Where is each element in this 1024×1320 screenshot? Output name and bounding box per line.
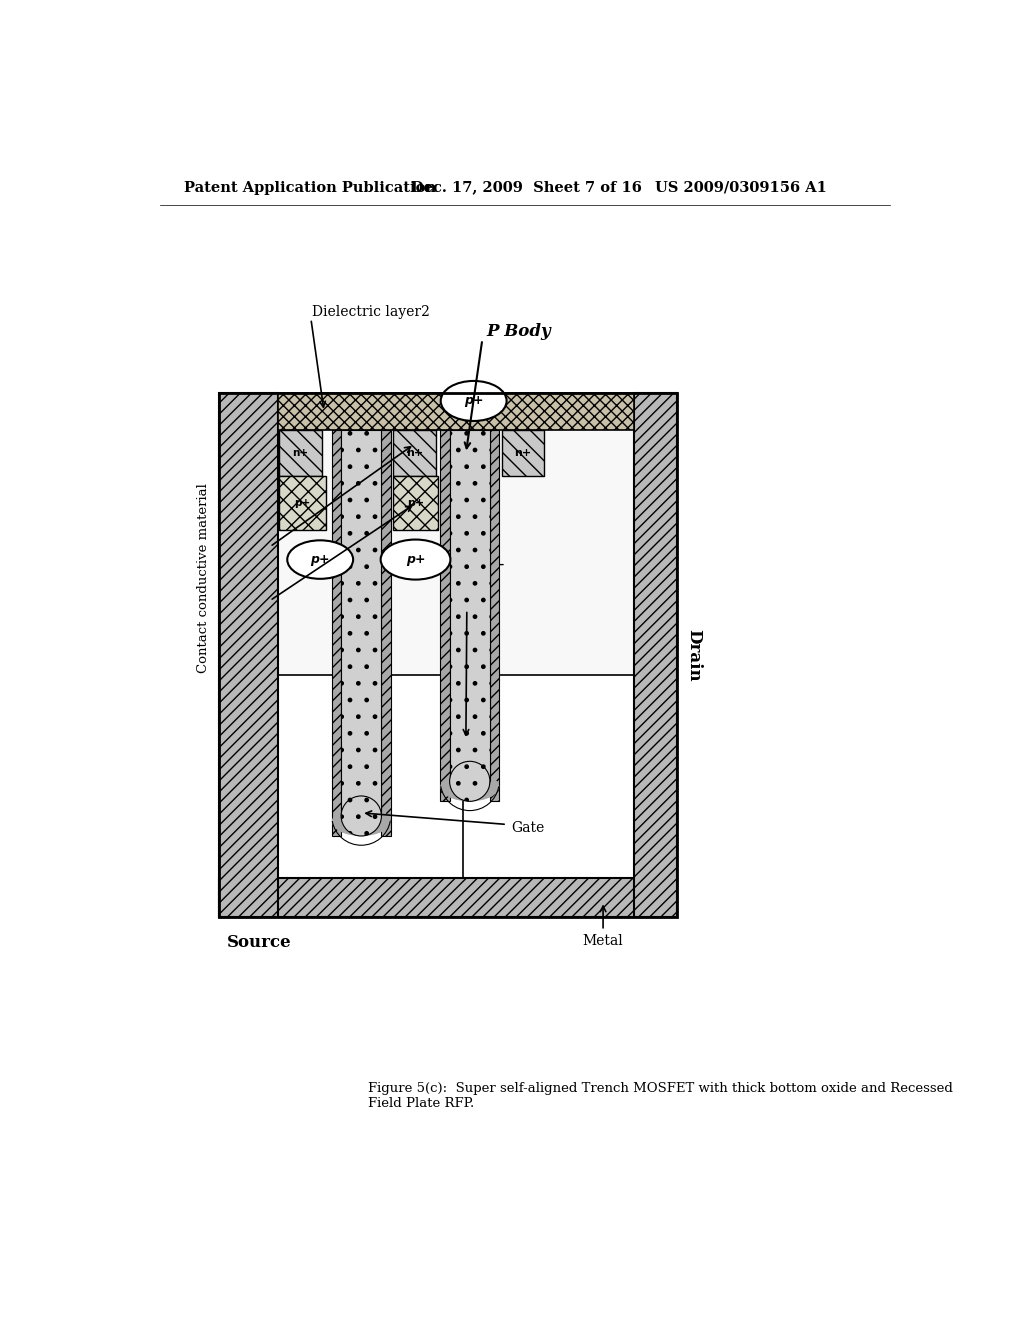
Text: N+: N+ [477, 556, 506, 574]
Text: p+: p+ [407, 499, 424, 508]
Ellipse shape [341, 796, 381, 836]
Bar [502, 430, 544, 477]
Text: p+: p+ [310, 553, 330, 566]
Bar [278, 393, 634, 430]
Bar [450, 430, 489, 781]
Text: RFP: RFP [471, 606, 500, 620]
Text: Patent Application Publication: Patent Application Publication [183, 181, 436, 194]
Ellipse shape [381, 540, 451, 579]
Text: Metal: Metal [583, 933, 624, 948]
Text: p+: p+ [294, 499, 310, 508]
Text: US 2009/0309156 A1: US 2009/0309156 A1 [655, 181, 826, 194]
Bar [332, 430, 341, 836]
Ellipse shape [288, 540, 353, 579]
Bar [219, 878, 677, 917]
Text: n+: n+ [293, 449, 308, 458]
Bar [381, 430, 391, 836]
Ellipse shape [440, 381, 507, 421]
Bar [341, 430, 381, 816]
Ellipse shape [440, 772, 500, 801]
Text: P Body: P Body [486, 323, 551, 341]
Bar [280, 430, 322, 477]
Text: N: N [358, 810, 375, 830]
Bar [219, 393, 278, 917]
Text: Dielectric layer2: Dielectric layer2 [312, 305, 430, 319]
Ellipse shape [450, 762, 489, 801]
Bar [219, 393, 677, 917]
Bar [393, 477, 438, 531]
Text: p+: p+ [464, 395, 483, 408]
Text: Source: Source [227, 933, 292, 950]
Bar [219, 393, 677, 917]
Bar [393, 430, 435, 477]
Text: Drain: Drain [685, 628, 702, 681]
Text: p+: p+ [406, 553, 425, 566]
Text: Contact conductive material: Contact conductive material [198, 483, 210, 672]
Bar [489, 430, 500, 801]
Bar [634, 393, 677, 917]
Text: Dec. 17, 2009  Sheet 7 of 16: Dec. 17, 2009 Sheet 7 of 16 [411, 181, 642, 194]
Text: n+: n+ [406, 449, 423, 458]
Ellipse shape [332, 807, 391, 836]
Text: n+: n+ [514, 449, 531, 458]
Bar [280, 477, 326, 531]
Bar [278, 430, 634, 675]
Text: Figure 5(c):  Super self-aligned Trench MOSFET with thick bottom oxide and Reces: Figure 5(c): Super self-aligned Trench M… [369, 1082, 953, 1110]
Bar [278, 393, 634, 878]
Text: Gate: Gate [511, 821, 544, 836]
Bar [440, 430, 450, 801]
